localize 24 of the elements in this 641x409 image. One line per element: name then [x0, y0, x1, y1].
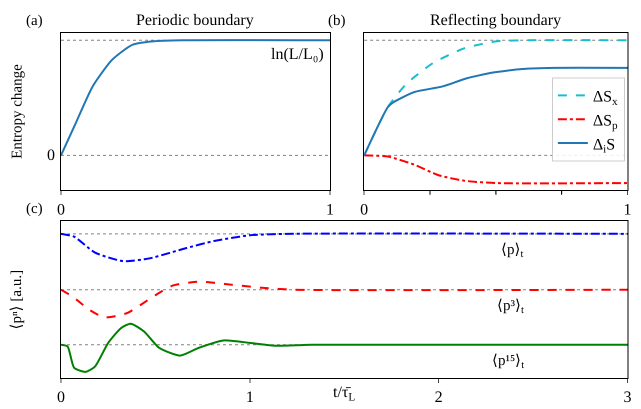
- x-tick-label: 2: [434, 389, 443, 406]
- x-tick-label: 0: [360, 201, 368, 218]
- legend-label: ΔS$_{x}$: [592, 88, 618, 108]
- legend-label: ΔS$_{p}$: [592, 112, 618, 132]
- x-axis-title: t/τ̄$_{L}$: [333, 384, 356, 404]
- annotation: ⟨p³⟩$_{t}$: [497, 298, 524, 316]
- annotation: ⟨p¹⁵⟩$_{t}$: [492, 353, 524, 372]
- x-tick-label: 1: [246, 389, 254, 406]
- text: (c): [26, 201, 43, 217]
- x-tick-label: 1: [326, 201, 334, 218]
- x-tick-label: 3: [624, 389, 632, 406]
- x-tick-label: 0: [56, 389, 65, 406]
- y-axis-title: ⟨pⁿ⟩ [a.u.]: [8, 270, 25, 330]
- ref-line-label: ln(L/L₀): [271, 46, 324, 63]
- y-axis-title: Entropy change: [10, 64, 26, 159]
- legend-label: Δ$_{i}$S: [592, 136, 616, 156]
- x-tick-label: 1: [624, 201, 632, 218]
- text: (a): [26, 13, 43, 29]
- text: (b): [328, 13, 346, 29]
- chart-title: Reflecting boundary: [430, 12, 562, 29]
- ref-line-label: 0: [47, 147, 55, 164]
- x-tick-label: 0: [56, 201, 65, 218]
- annotation: ⟨p⟩$_{t}$: [501, 242, 524, 260]
- chart-title: Periodic boundary: [136, 12, 254, 29]
